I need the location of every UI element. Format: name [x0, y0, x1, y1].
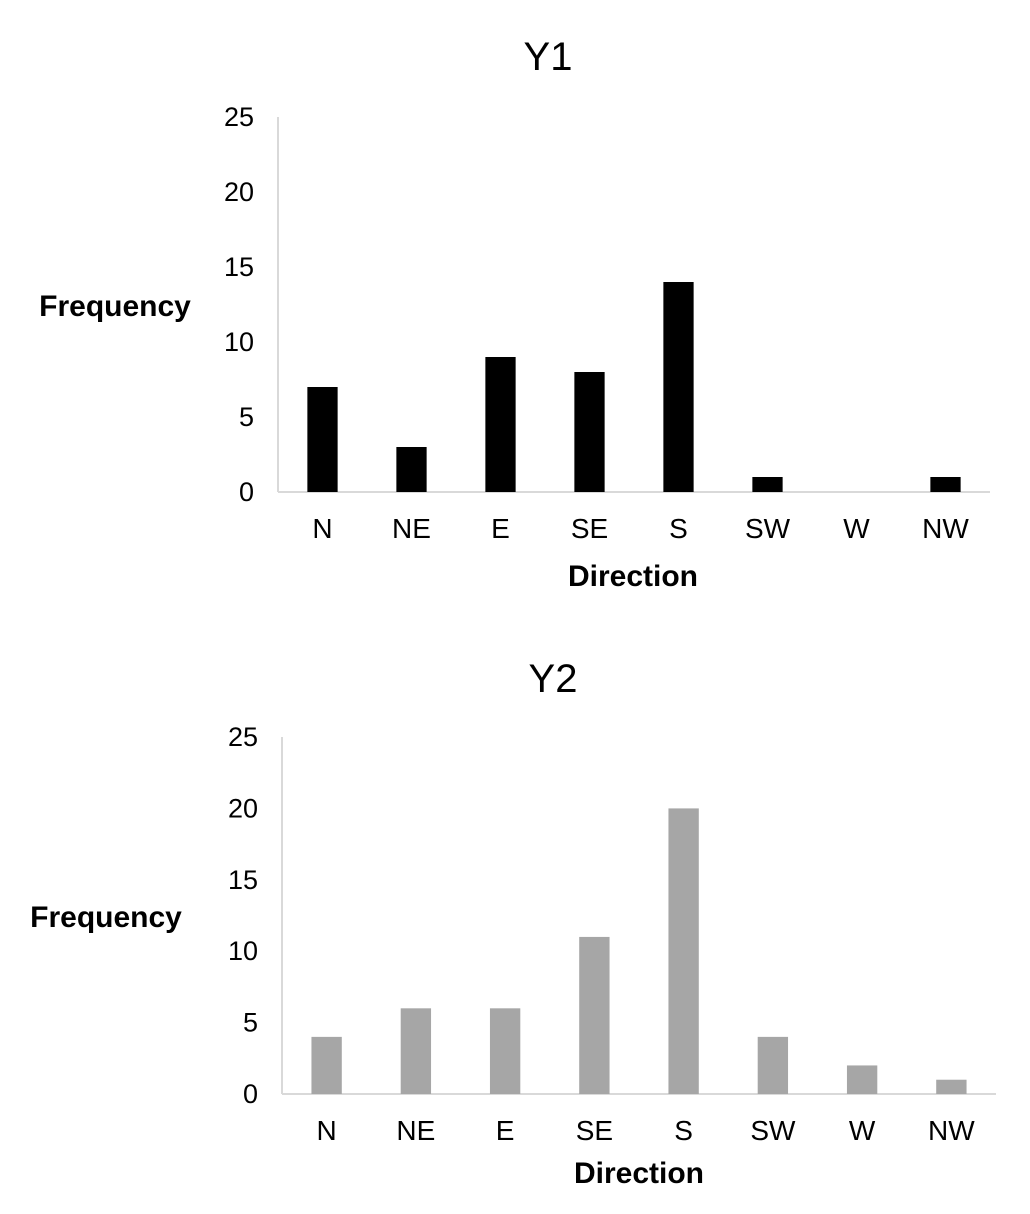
x-tick-label: SW [750, 1115, 796, 1146]
x-tick-label: W [849, 1115, 876, 1146]
x-tick-label: NW [928, 1115, 975, 1146]
x-tick-label: SE [576, 1115, 613, 1146]
bar-se [579, 936, 610, 1094]
bar-sw [757, 1036, 789, 1094]
chart-title: Y1 [524, 35, 573, 79]
x-tick-label: N [312, 513, 332, 544]
y-tick-label: 10 [228, 936, 258, 966]
bar-nw [936, 1079, 967, 1094]
x-tick-label: NE [392, 513, 431, 544]
bar-ne [400, 1008, 432, 1094]
x-tick-label: SW [745, 513, 791, 544]
bar-se [574, 372, 605, 492]
y-tick-label: 5 [243, 1008, 258, 1038]
bar-s [668, 808, 699, 1094]
bar-n [311, 1036, 342, 1094]
bar-sw [752, 477, 783, 492]
y-tick-label: 10 [224, 327, 254, 357]
x-tick-label: NW [922, 513, 969, 544]
bar-ne [396, 447, 427, 492]
x-tick-label: W [843, 513, 870, 544]
y-axis-label: Frequency [39, 290, 191, 323]
y-tick-label: 20 [228, 793, 258, 823]
x-tick-label: S [674, 1115, 693, 1146]
x-tick-label: E [491, 513, 510, 544]
y-tick-label: 20 [224, 177, 254, 207]
y-tick-label: 5 [239, 402, 254, 432]
bar-e [489, 1008, 521, 1094]
chart-title: Y2 [529, 657, 578, 701]
bar-nw [930, 477, 961, 492]
bar-w [846, 1065, 878, 1094]
x-tick-label: E [496, 1115, 515, 1146]
x-tick-label: SE [571, 513, 608, 544]
x-tick-label: N [317, 1115, 337, 1146]
bar-e [485, 357, 516, 492]
x-axis-label: Direction [568, 560, 698, 593]
x-tick-label: NE [396, 1115, 435, 1146]
y-tick-label: 15 [228, 865, 258, 895]
chart-y1: Y1 Frequency Direction 0 5 10 15 20 25 N NE E SE S… [39, 35, 990, 593]
y-tick-label: 25 [228, 722, 258, 752]
y-tick-label: 25 [224, 102, 254, 132]
chart-y2: Y2 Frequency Direction 0 5 10 15 20 25 N NE E SE S… [30, 657, 996, 1190]
y-tick-label: 0 [239, 477, 254, 507]
bar-n [307, 387, 338, 492]
bar-s [663, 282, 694, 492]
y-tick-label: 15 [224, 252, 254, 282]
y-tick-label: 0 [243, 1079, 258, 1109]
y-axis-label: Frequency [30, 901, 182, 934]
x-tick-label: S [669, 513, 688, 544]
x-axis-label: Direction [574, 1157, 704, 1190]
